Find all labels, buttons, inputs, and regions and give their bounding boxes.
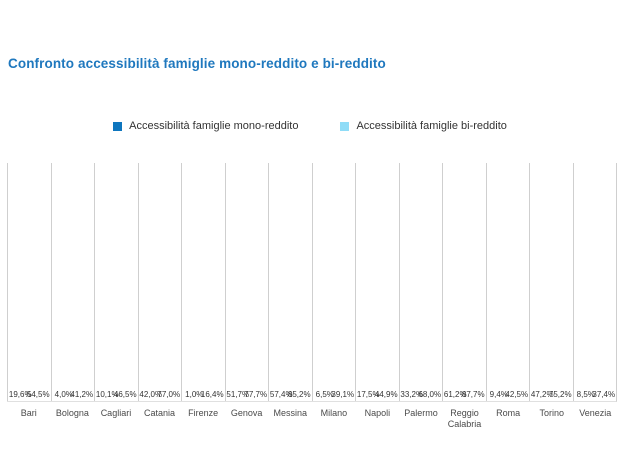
chart-x-labels: Bari Bologna Cagliari Catania Firenze Genova M…: [7, 402, 617, 430]
bar-value-label: 42,0%: [139, 390, 163, 399]
bar-column-bi: 54,5%: [27, 390, 50, 401]
bar-value-label: 8,5%: [576, 390, 595, 399]
x-axis-label: Roma: [496, 408, 521, 418]
bar-column-mono: 33,2%: [400, 390, 423, 401]
bar-value-label: 16,4%: [200, 390, 224, 399]
legend-item-mono-reddito: Accessibilità famiglie mono-reddito: [113, 120, 298, 132]
bar-column-bi: 42,5%: [505, 390, 528, 401]
x-axis-label: Catania: [144, 408, 176, 418]
bar-value-label: 87,7%: [461, 390, 485, 399]
chart-group: 61,2% 87,7%: [442, 163, 486, 401]
bar-value-label: 77,7%: [244, 390, 268, 399]
bar-value-label: 19,6%: [8, 390, 32, 399]
bar-column-bi: 39,1%: [331, 390, 354, 401]
bar-column-bi: 46,5%: [114, 390, 137, 401]
bar-column-bi: 16,4%: [201, 390, 224, 401]
chart-group: 1,0% 16,4%: [181, 163, 225, 401]
bar-value-label: 17,5%: [356, 390, 380, 399]
bar-value-label: 39,1%: [331, 390, 355, 399]
x-axis-label: Bologna: [55, 408, 89, 418]
chart-plot: 19,6% 54,5% 4,0% 41,2% 10,1% 46,5% 42,0% 77,0% 1…: [7, 163, 617, 402]
bar-column-bi: 41,2%: [70, 390, 93, 401]
x-axis-label: Genova: [230, 408, 263, 418]
bar-column-mono: 61,2%: [444, 390, 467, 401]
x-axis-label: Venezia: [579, 408, 612, 418]
bar-column-bi: 87,7%: [462, 390, 485, 401]
bar-chart: 19,6% 54,5% 4,0% 41,2% 10,1% 46,5% 42,0% 77,0% 1…: [7, 163, 617, 430]
bar-column-bi: 44,9%: [375, 390, 398, 401]
chart-group: 6,5% 39,1%: [311, 163, 356, 401]
bar-value-label: 9,4%: [489, 390, 508, 399]
chart-group: 42,0% 77,0%: [137, 163, 182, 401]
x-axis-label: Palermo: [404, 408, 438, 418]
chart-group: 19,6% 54,5%: [7, 163, 51, 401]
bar-column-mono: 10,1%: [96, 390, 119, 401]
x-axis-label: Messina: [273, 408, 308, 418]
bar-column-mono: 6,5%: [315, 390, 334, 401]
bar-column-mono: 1,0%: [185, 390, 204, 401]
bar-column-mono: 42,0%: [139, 390, 162, 401]
chart-legend: Accessibilità famiglie mono-reddito Acces…: [0, 120, 620, 132]
chart-group: 47,2% 75,2%: [529, 163, 573, 401]
bar-value-label: 61,2%: [443, 390, 467, 399]
chart-group: 9,4% 42,5%: [485, 163, 530, 401]
bar-value-label: 41,2%: [70, 390, 94, 399]
bar-column-bi: 68,0%: [418, 390, 441, 401]
bar-value-label: 6,5%: [315, 390, 334, 399]
x-axis-label: Napoli: [364, 408, 391, 418]
bar-value-label: 68,0%: [418, 390, 442, 399]
x-axis-label: Firenze: [188, 408, 219, 418]
bar-column-bi: 75,2%: [549, 390, 572, 401]
bar-value-label: 47,2%: [530, 390, 554, 399]
chart-group: 51,7% 77,7%: [224, 163, 269, 401]
bar-column-bi: 77,7%: [244, 390, 267, 401]
chart-group: 57,4% 85,2%: [268, 163, 312, 401]
bar-column-bi: 77,0%: [157, 390, 180, 401]
bar-value-label: 44,9%: [374, 390, 398, 399]
bar-value-label: 54,5%: [26, 390, 50, 399]
bar-column-mono: 19,6%: [9, 390, 32, 401]
x-axis-label: Milano: [320, 408, 348, 418]
chart-group: 33,2% 68,0%: [398, 163, 443, 401]
bar-value-label: 42,5%: [505, 390, 529, 399]
bar-value-label: 33,2%: [400, 390, 424, 399]
bar-column-mono: 4,0%: [54, 390, 73, 401]
x-axis-label: Bari: [20, 408, 37, 418]
x-axis-label: Reggio Calabria: [447, 408, 482, 429]
x-axis-label: Cagliari: [100, 408, 132, 418]
bar-column-bi: 37,4%: [592, 390, 615, 401]
legend-label: Accessibilità famiglie mono-reddito: [129, 120, 299, 132]
page-title: Confronto accessibilità famiglie mono-re…: [8, 56, 386, 71]
x-axis-label: Torino: [539, 408, 564, 418]
bar-value-label: 75,2%: [548, 390, 572, 399]
bar-value-label: 57,4%: [269, 390, 293, 399]
bar-column-mono: 8,5%: [576, 390, 595, 401]
bar-column-mono: 51,7%: [226, 390, 249, 401]
bar-column-mono: 9,4%: [489, 390, 508, 401]
bar-value-label: 1,0%: [185, 390, 204, 399]
bar-value-label: 51,7%: [226, 390, 250, 399]
bar-value-label: 77,0%: [157, 390, 181, 399]
legend-swatch-icon: [113, 121, 123, 131]
bar-column-bi: 85,2%: [288, 390, 311, 401]
chart-group: 17,5% 44,9%: [355, 163, 399, 401]
bar-value-label: 46,5%: [113, 390, 137, 399]
bar-value-label: 85,2%: [287, 390, 311, 399]
legend-label: Accessibilità famiglie bi-reddito: [356, 120, 507, 132]
chart-group: 8,5% 37,4%: [572, 163, 617, 401]
legend-item-bi-reddito: Accessibilità famiglie bi-reddito: [340, 120, 507, 132]
chart-group: 4,0% 41,2%: [50, 163, 95, 401]
bar-value-label: 4,0%: [54, 390, 73, 399]
bar-column-mono: 47,2%: [531, 390, 554, 401]
legend-swatch-icon: [340, 121, 350, 131]
bar-column-mono: 57,4%: [270, 390, 293, 401]
bar-column-mono: 17,5%: [357, 390, 380, 401]
bar-value-label: 10,1%: [95, 390, 119, 399]
bar-value-label: 37,4%: [592, 390, 616, 399]
chart-group: 10,1% 46,5%: [94, 163, 138, 401]
